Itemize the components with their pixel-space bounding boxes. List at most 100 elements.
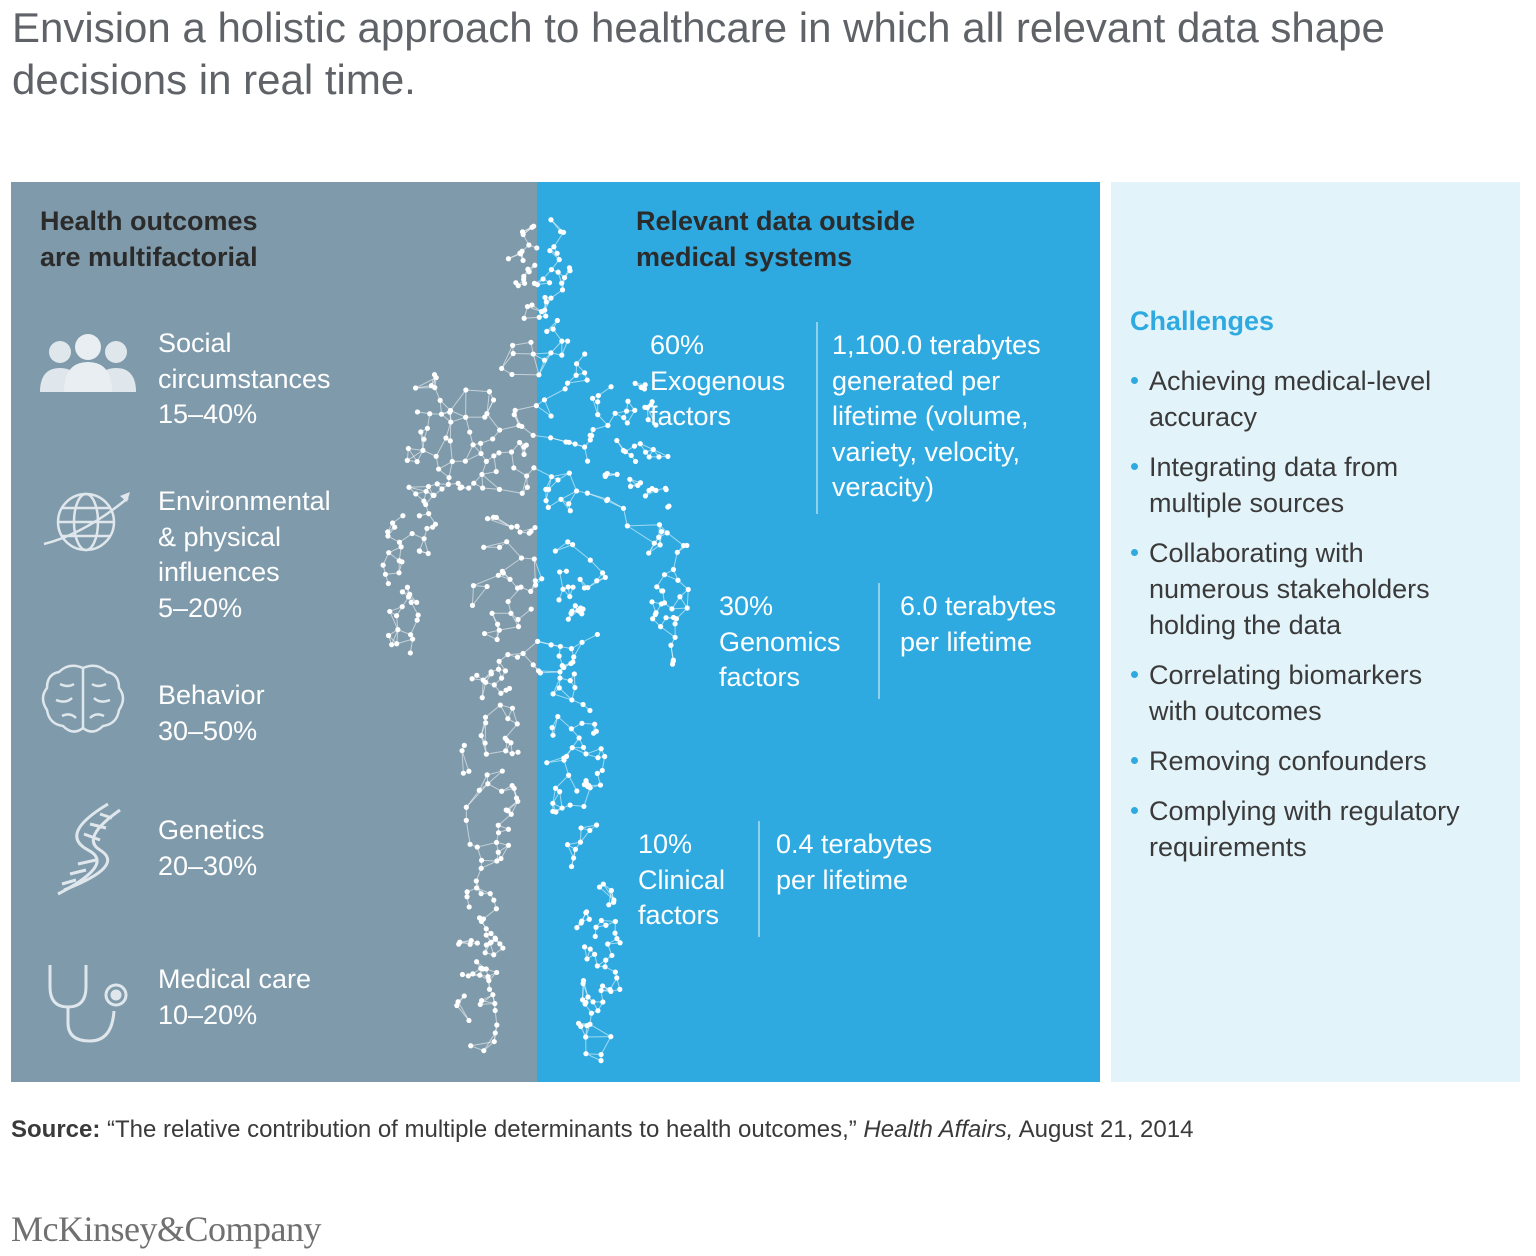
list-item: Removing confounders bbox=[1128, 743, 1518, 779]
figure-node bbox=[612, 969, 618, 975]
figure-node bbox=[644, 405, 650, 411]
figure-node bbox=[543, 299, 549, 305]
figure-edge bbox=[600, 1036, 612, 1055]
figure-edge bbox=[465, 453, 482, 462]
figure-node bbox=[656, 534, 662, 540]
figure-edge bbox=[552, 677, 561, 695]
figure-node bbox=[483, 926, 489, 932]
figure-node bbox=[464, 889, 470, 895]
figure-edge bbox=[559, 791, 563, 809]
figure-node bbox=[520, 257, 526, 264]
figure-node bbox=[587, 1021, 593, 1027]
figure-node bbox=[405, 445, 411, 452]
figure-node bbox=[464, 894, 470, 900]
figure-node bbox=[497, 702, 503, 708]
figure-edge bbox=[555, 544, 573, 552]
figure-node bbox=[492, 936, 499, 942]
figure-node bbox=[638, 384, 644, 391]
figure-node bbox=[461, 993, 467, 999]
figure-node bbox=[556, 685, 562, 691]
figure-node bbox=[531, 465, 537, 471]
figure-node bbox=[398, 544, 404, 550]
figure-node bbox=[554, 250, 560, 256]
factor-behavior: Behavior 30–50% bbox=[158, 680, 265, 746]
figure-edge bbox=[587, 492, 607, 502]
figure-edge bbox=[496, 517, 512, 528]
figure-edge bbox=[573, 642, 583, 658]
figure-node bbox=[495, 621, 501, 627]
figure-node bbox=[515, 749, 521, 755]
figure-node bbox=[534, 245, 540, 251]
figure-node bbox=[468, 1043, 474, 1049]
figure-node bbox=[521, 273, 527, 279]
figure-node bbox=[534, 282, 540, 288]
figure-node bbox=[449, 458, 455, 465]
figure-node bbox=[496, 627, 502, 633]
figure-edge bbox=[538, 352, 552, 376]
figure-node bbox=[491, 682, 497, 688]
figure-node bbox=[595, 755, 601, 761]
source-journal: Health Affairs, bbox=[863, 1116, 1014, 1143]
figure-node bbox=[466, 1017, 472, 1024]
figure-node bbox=[602, 574, 608, 580]
figure-node bbox=[404, 457, 410, 463]
figure-node bbox=[568, 646, 575, 652]
figure-node bbox=[412, 385, 419, 391]
figure-edge bbox=[567, 379, 588, 384]
figure-edge bbox=[465, 820, 471, 845]
figure-node bbox=[580, 997, 586, 1003]
figure-node bbox=[460, 770, 466, 776]
figure-node bbox=[674, 549, 680, 555]
figure-node bbox=[508, 449, 515, 455]
figure-node bbox=[496, 544, 503, 550]
figure-node bbox=[414, 599, 420, 606]
figure-node bbox=[511, 412, 517, 418]
figure-node bbox=[592, 721, 598, 727]
figure-node bbox=[426, 511, 432, 517]
figure-node bbox=[642, 493, 649, 499]
figure-node bbox=[490, 397, 497, 403]
list-item: Complying with regulatory requirements bbox=[1128, 793, 1518, 865]
figure-node bbox=[598, 1051, 604, 1058]
figure-node bbox=[557, 789, 563, 795]
figure-node bbox=[479, 695, 485, 701]
figure-node bbox=[614, 975, 620, 981]
figure-node bbox=[558, 229, 564, 235]
figure-node bbox=[414, 617, 420, 623]
figure-edge bbox=[521, 475, 528, 494]
figure-node bbox=[416, 513, 423, 519]
figure-node bbox=[427, 411, 433, 417]
figure-node bbox=[552, 548, 558, 554]
figure-node bbox=[594, 578, 600, 584]
figure-node bbox=[603, 922, 609, 928]
figure-node bbox=[512, 407, 518, 413]
figure-node bbox=[425, 550, 431, 557]
figure-node bbox=[396, 558, 402, 564]
figure-edge bbox=[480, 717, 486, 736]
figure-node bbox=[672, 634, 678, 640]
figure-node bbox=[623, 408, 630, 414]
figure-node bbox=[650, 446, 656, 453]
figure-node bbox=[542, 294, 548, 301]
figure-node bbox=[478, 965, 484, 971]
figure-node bbox=[434, 481, 440, 487]
figure-node bbox=[478, 450, 484, 457]
figure-node bbox=[531, 556, 537, 562]
figure-node bbox=[421, 436, 427, 442]
figure-node bbox=[521, 451, 527, 457]
figure-node bbox=[567, 593, 573, 600]
figure-node bbox=[550, 326, 556, 332]
figure-node bbox=[608, 384, 614, 390]
figure-node bbox=[393, 613, 400, 619]
figure-node bbox=[445, 481, 451, 487]
relevant-data-panel bbox=[537, 182, 1100, 1082]
figure-edge bbox=[533, 352, 551, 355]
figure-node bbox=[456, 941, 462, 947]
figure-node bbox=[516, 422, 522, 429]
figure-node bbox=[511, 465, 517, 471]
figure-node bbox=[493, 906, 499, 912]
figure-node bbox=[529, 224, 535, 230]
figure-edge bbox=[499, 488, 523, 494]
figure-node bbox=[473, 885, 480, 891]
figure-node bbox=[490, 992, 496, 998]
